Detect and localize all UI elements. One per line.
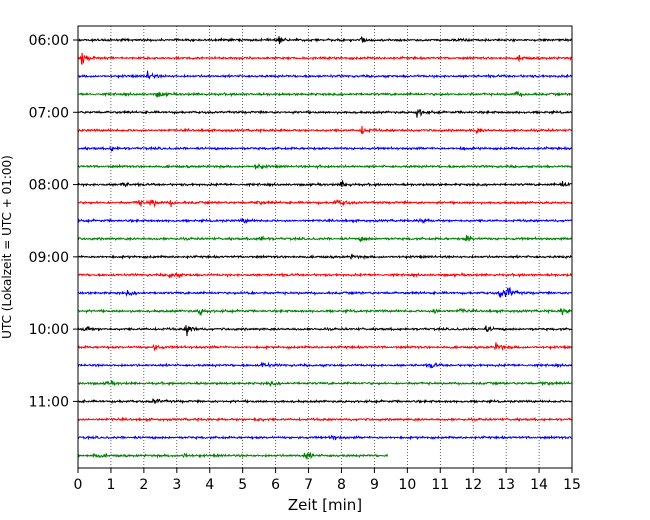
trace-line bbox=[77, 234, 573, 243]
trace-line bbox=[77, 271, 573, 279]
trace-line bbox=[77, 108, 573, 118]
x-tick-label: 7 bbox=[304, 477, 313, 493]
trace-layer bbox=[77, 35, 573, 460]
x-tick-label: 14 bbox=[530, 477, 548, 493]
trace-line bbox=[77, 52, 573, 65]
trace-line bbox=[77, 162, 573, 170]
y-tick-label: 11:00 bbox=[29, 394, 69, 410]
y-axis-label: UTC (Lokalzeit = UTC + 01:00) bbox=[0, 155, 14, 339]
x-tick-label: 2 bbox=[139, 477, 148, 493]
trace-line bbox=[77, 217, 573, 225]
trace-line bbox=[77, 253, 573, 261]
x-axis-label: Zeit [min] bbox=[288, 496, 362, 514]
trace-line bbox=[77, 199, 573, 208]
x-tick-label: 6 bbox=[271, 477, 280, 493]
trace-line bbox=[77, 380, 573, 387]
x-tick-label: 10 bbox=[398, 477, 416, 493]
trace-line bbox=[77, 35, 573, 45]
y-tick-label: 06:00 bbox=[29, 33, 69, 49]
x-tick-label: 15 bbox=[563, 477, 581, 493]
trace-line bbox=[77, 397, 573, 405]
x-tick-label: 0 bbox=[74, 477, 83, 493]
x-tick-label: 11 bbox=[431, 477, 449, 493]
trace-line bbox=[78, 91, 573, 98]
y-tick-label: 08:00 bbox=[29, 178, 69, 194]
plot-frame bbox=[77, 25, 573, 469]
x-tick-label: 4 bbox=[205, 477, 214, 493]
trace-line bbox=[77, 361, 573, 369]
trace-line bbox=[77, 452, 388, 460]
x-tick-label: 8 bbox=[337, 477, 346, 493]
x-tick-label: 1 bbox=[106, 477, 115, 493]
trace-line bbox=[77, 70, 573, 80]
trace-line bbox=[77, 342, 573, 352]
trace-line bbox=[77, 286, 572, 298]
tick-layer: 0 1 2 3 4 5 6 7 8 9 10 11 12 13 14 1506:0007:0008:0009:… bbox=[29, 33, 581, 493]
trace-line bbox=[77, 180, 573, 188]
x-tick-label: 12 bbox=[464, 477, 482, 493]
trace-line bbox=[77, 307, 573, 316]
trace-line bbox=[77, 125, 573, 135]
y-tick-label: 10:00 bbox=[29, 322, 69, 338]
trace-line bbox=[77, 434, 573, 441]
x-tick-label: 9 bbox=[370, 477, 379, 493]
y-tick-label: 09:00 bbox=[29, 250, 69, 266]
trace-line bbox=[77, 416, 573, 423]
x-tick-label: 3 bbox=[172, 477, 181, 493]
trace-line bbox=[77, 325, 573, 337]
y-tick-label: 07:00 bbox=[29, 105, 69, 121]
trace-line bbox=[77, 145, 573, 152]
x-tick-label: 13 bbox=[497, 477, 515, 493]
x-tick-label: 5 bbox=[238, 477, 247, 493]
